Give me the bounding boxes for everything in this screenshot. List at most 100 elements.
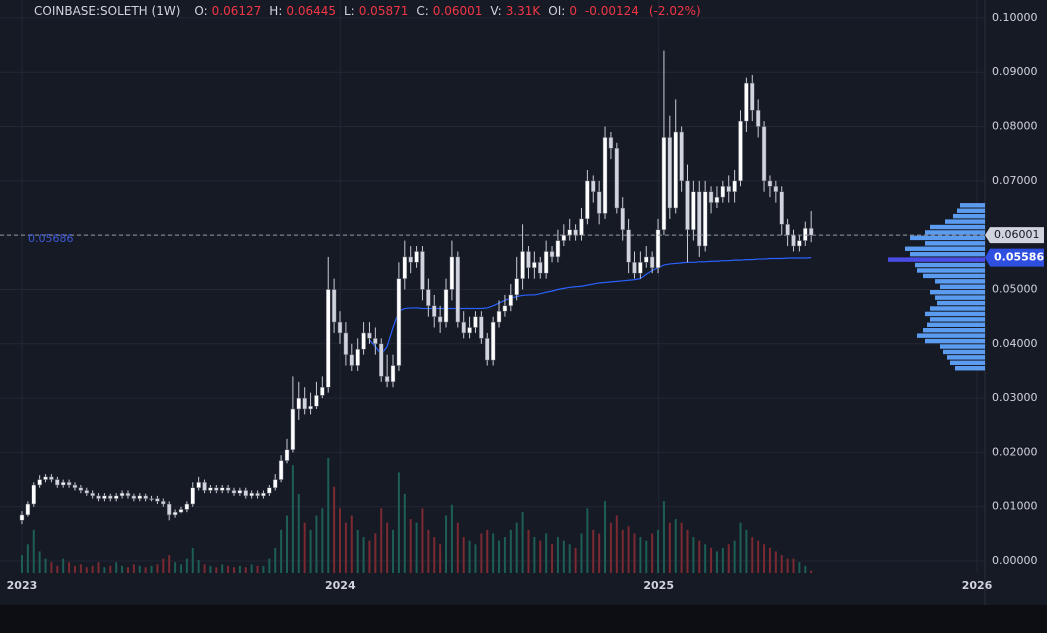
volume-profile-bar xyxy=(953,213,985,219)
candle-body xyxy=(325,289,331,388)
volume-bar xyxy=(727,544,730,573)
volume-bar xyxy=(138,565,141,573)
candle-body xyxy=(202,482,207,491)
x-tick-label: 2024 xyxy=(325,579,356,592)
candle-body xyxy=(343,332,349,355)
candle-body xyxy=(49,476,54,480)
candle-body xyxy=(378,343,384,377)
volume-bar xyxy=(238,565,241,573)
candle-body xyxy=(31,484,36,505)
candle-body xyxy=(726,186,731,192)
volume-bar xyxy=(150,565,153,573)
volume-profile-bar xyxy=(957,208,985,213)
volume-bar xyxy=(244,567,247,573)
candle-body xyxy=(608,137,614,149)
volume-bar xyxy=(503,537,506,573)
volume-profile-bar xyxy=(923,273,985,279)
volume-profile-bar xyxy=(923,328,985,333)
candle-body xyxy=(702,191,708,247)
volume-bar xyxy=(227,565,230,573)
volume-bar xyxy=(798,562,801,573)
volume-bar xyxy=(185,558,188,573)
candle-body xyxy=(337,321,343,334)
candle-body xyxy=(785,224,790,236)
candle-body xyxy=(178,509,184,513)
volume-bar xyxy=(456,522,459,573)
y-tick-label: 0.09000 xyxy=(992,65,1038,78)
candle-body xyxy=(644,256,649,263)
candle-body xyxy=(761,126,767,182)
candle-body xyxy=(90,492,95,497)
candle-body xyxy=(37,479,42,486)
volume-bar xyxy=(362,537,365,573)
volume-bar xyxy=(633,533,636,573)
candle-body xyxy=(473,316,478,328)
volume-bar xyxy=(792,558,795,573)
candle-body xyxy=(773,186,779,192)
y-tick-label: 0.05000 xyxy=(992,282,1038,295)
volume-bar xyxy=(586,508,589,573)
header-text: 0.06001 xyxy=(432,4,483,18)
volume-bar xyxy=(179,564,182,573)
candle-body xyxy=(261,492,266,497)
candle-body xyxy=(437,316,443,323)
volume-bar xyxy=(250,564,253,573)
candle-body xyxy=(373,338,378,345)
y-tick-label: 0.01000 xyxy=(992,500,1038,513)
candle-body xyxy=(290,408,296,450)
volume-bar xyxy=(810,570,813,573)
volume-bar xyxy=(315,515,318,573)
volume-profile-bar xyxy=(925,311,985,317)
x-tick-label: 2025 xyxy=(643,579,674,592)
candle-body xyxy=(585,180,590,220)
y-tick-label: 0.08000 xyxy=(992,120,1038,133)
candle-body xyxy=(161,501,166,505)
candle-body xyxy=(755,110,761,127)
volume-bar xyxy=(733,540,736,573)
candle-body xyxy=(655,229,661,269)
header-text: 0.06127 xyxy=(211,4,262,18)
volume-bar xyxy=(509,529,512,573)
volume-bar xyxy=(350,515,353,573)
volume-bar xyxy=(174,562,177,573)
volume-profile-bar xyxy=(945,219,985,224)
volume-bar xyxy=(215,567,218,573)
candle-body xyxy=(490,321,496,361)
candle-body xyxy=(137,495,143,499)
candle-body xyxy=(267,487,272,494)
y-tick-label: 0.02000 xyxy=(992,445,1038,458)
candle-body xyxy=(520,251,525,279)
volume-profile-bar xyxy=(930,224,985,230)
header-text: 0 xyxy=(569,4,577,18)
volume-bar xyxy=(592,529,595,573)
x-tick-label: 2023 xyxy=(7,579,38,592)
volume-bar xyxy=(439,544,442,573)
candle-body xyxy=(219,487,225,491)
volume-bar xyxy=(774,551,777,573)
volume-bar xyxy=(462,537,465,573)
candle-body xyxy=(638,262,643,274)
volume-bar xyxy=(333,486,336,573)
volume-bar xyxy=(651,533,654,573)
volume-profile-bar xyxy=(940,344,985,349)
header-text: H: xyxy=(269,4,283,18)
candle-body xyxy=(679,131,684,182)
candle-body xyxy=(402,256,408,279)
candle-body xyxy=(620,207,625,230)
candle-body xyxy=(420,251,425,290)
volume-bar xyxy=(639,537,642,573)
volume-bar xyxy=(786,558,789,573)
volume-bar xyxy=(715,551,718,573)
volume-bar xyxy=(545,533,548,573)
header-text: L: xyxy=(344,4,355,18)
volume-bar xyxy=(397,472,400,573)
volume-profile-bar xyxy=(943,349,985,355)
candle-body xyxy=(767,180,773,187)
candle-body xyxy=(355,348,360,366)
volume-bar xyxy=(721,547,724,573)
volume-bar xyxy=(209,565,212,573)
volume-profile-bar xyxy=(935,279,985,284)
volume-bar xyxy=(474,544,477,573)
volume-bar xyxy=(763,544,766,573)
volume-profile-bar xyxy=(888,257,985,262)
